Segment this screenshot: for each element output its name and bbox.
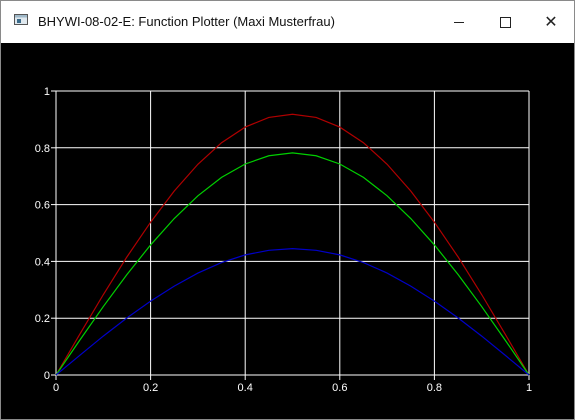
window-title: BHYWI-08-02-E: Function Plotter (Maxi Mu… (38, 14, 335, 29)
function-plot-chart: 0 0.2 0.4 0.6 0.8 1 0 0.2 0.4 0.6 0.8 1 (1, 43, 574, 419)
x-tick-label: 0.4 (238, 382, 253, 394)
y-tick-label: 0.8 (35, 143, 50, 155)
window-app-icon[interactable] (14, 14, 28, 25)
y-tick-label: 0 (44, 370, 50, 382)
x-tick-label: 0.2 (143, 382, 158, 394)
series-line-2 (55, 152, 530, 376)
series-line-3 (55, 248, 530, 376)
x-tick-label: 1 (526, 382, 532, 394)
y-tick-label: 0.2 (35, 313, 50, 325)
maximize-button[interactable] (482, 1, 528, 43)
series-line-1 (55, 113, 530, 376)
close-button[interactable]: ✕ (528, 1, 574, 43)
x-tick-label: 0.8 (427, 382, 442, 394)
y-tick-label: 0.4 (35, 256, 50, 268)
series-layer (55, 113, 530, 376)
plot-background (1, 43, 574, 419)
title-bar[interactable]: BHYWI-08-02-E: Function Plotter (Maxi Mu… (1, 1, 574, 43)
plot-area: 0 0.2 0.4 0.6 0.8 1 0 0.2 0.4 0.6 0.8 1 (1, 43, 574, 419)
minimize-button[interactable] (436, 1, 482, 43)
y-tick-label: 0.6 (35, 200, 50, 212)
x-tick-label: 0.6 (332, 382, 347, 394)
tick-labels: 0 0.2 0.4 0.6 0.8 1 0 0.2 0.4 0.6 0.8 1 (35, 86, 532, 394)
close-icon: ✕ (544, 14, 558, 31)
grid-lines (51, 90, 530, 380)
maximize-icon (499, 16, 511, 28)
minimize-icon (454, 21, 464, 23)
x-tick-label: 0 (53, 382, 59, 394)
y-tick-label: 1 (44, 86, 50, 98)
